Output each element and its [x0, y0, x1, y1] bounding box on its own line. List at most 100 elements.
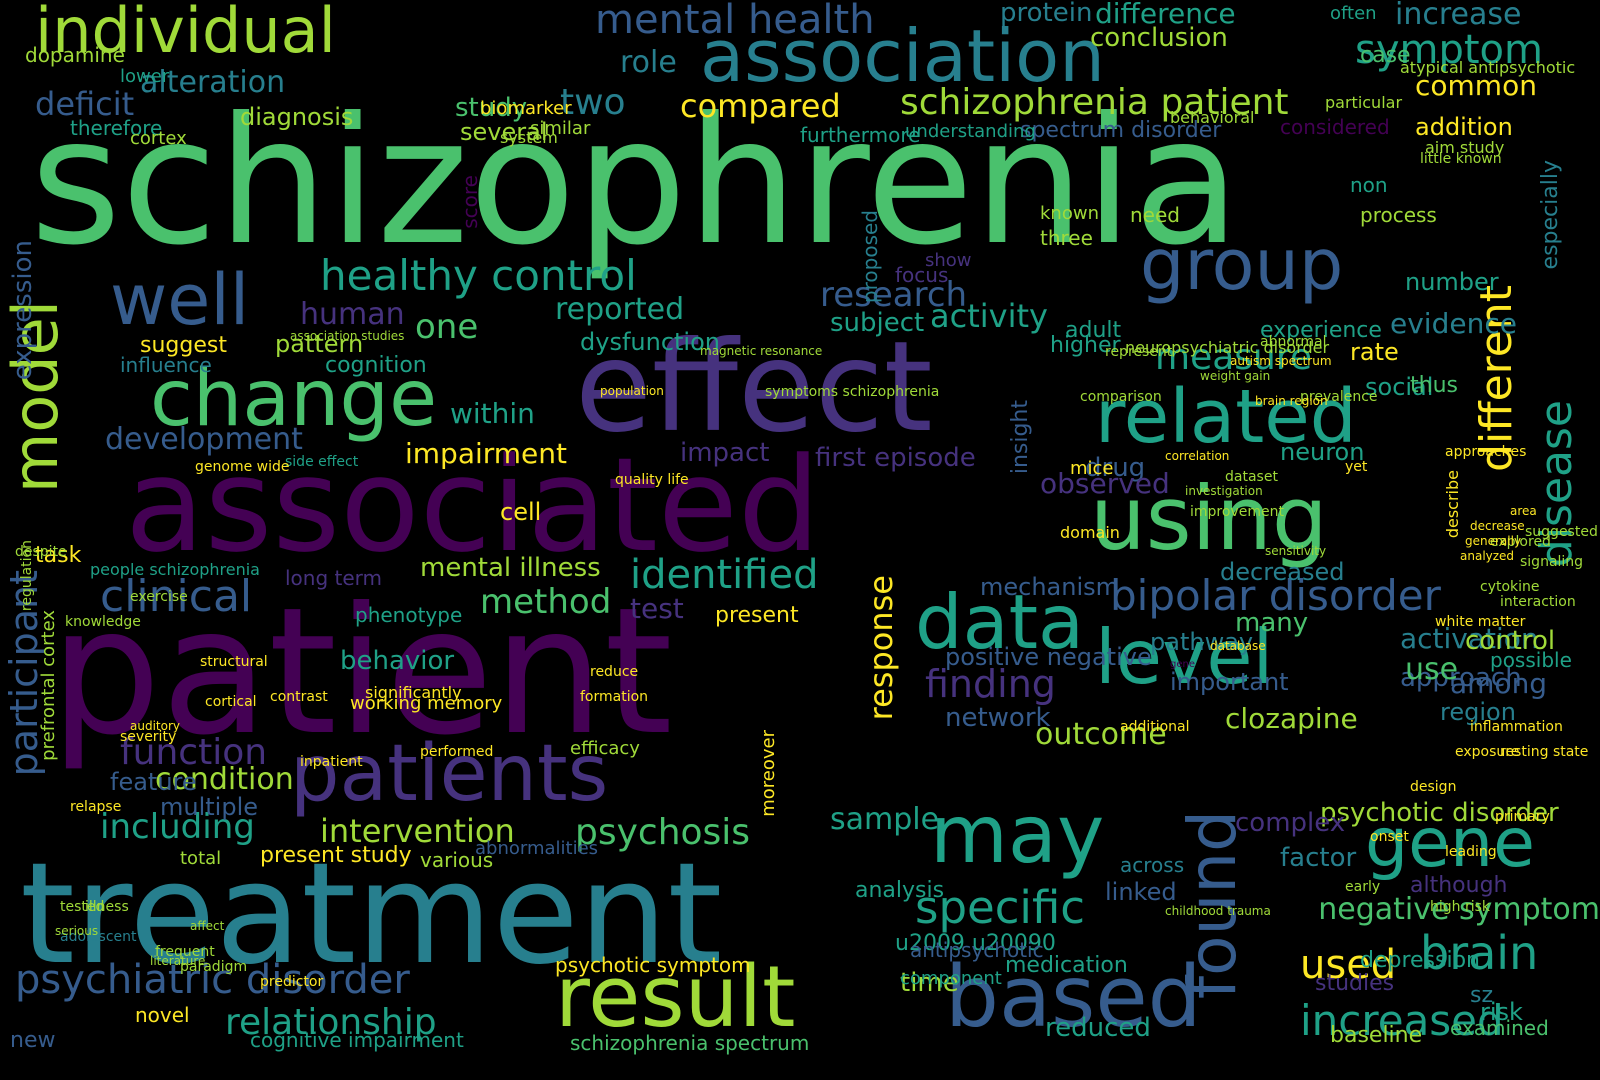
- cloud-word: reduce: [590, 664, 639, 680]
- cloud-word: relationship: [225, 1002, 437, 1043]
- cloud-word: relapse: [70, 799, 122, 815]
- cloud-word: early: [1345, 879, 1381, 895]
- cloud-word: related: [1095, 374, 1357, 460]
- cloud-word: side effect: [285, 454, 359, 470]
- cloud-word: quality life: [615, 472, 689, 488]
- cloud-word: paradigm: [180, 959, 248, 975]
- cloud-word: based: [945, 948, 1202, 1047]
- cloud-word: protein: [1000, 0, 1093, 28]
- cloud-word: biomarker: [480, 98, 572, 119]
- cloud-word: evidence: [1390, 307, 1517, 340]
- cloud-word: bipolar disorder: [1110, 571, 1441, 620]
- cloud-word: diagnosis: [240, 103, 354, 131]
- cloud-word: lower: [120, 66, 170, 87]
- cloud-word: change: [150, 354, 438, 444]
- cloud-word: impairment: [405, 437, 568, 470]
- cloud-word: additional: [1120, 719, 1190, 735]
- cloud-word: alteration: [140, 65, 286, 100]
- cloud-word: sample: [830, 802, 940, 837]
- cloud-word: cytokine: [1480, 579, 1540, 595]
- cloud-word: treatment: [20, 833, 723, 996]
- cloud-word: dopamine: [25, 43, 125, 67]
- cloud-word: severity: [120, 729, 177, 745]
- cloud-word: primary: [1495, 809, 1550, 825]
- cloud-word: difference: [1095, 0, 1236, 30]
- cloud-word: dysfunction: [580, 328, 720, 356]
- cloud-word: important: [1170, 668, 1289, 696]
- cloud-word: gene: [1170, 659, 1195, 670]
- cloud-word: function: [120, 732, 268, 773]
- cloud-word: specific: [915, 881, 1086, 934]
- cloud-word: clinical: [100, 571, 253, 622]
- cloud-word: development: [105, 422, 303, 457]
- cloud-word: working memory: [350, 693, 503, 714]
- cloud-word: intervention: [320, 812, 515, 850]
- cloud-word: prevalence: [1300, 389, 1378, 405]
- cloud-word: show: [925, 250, 972, 271]
- cloud-word: literature: [150, 954, 206, 968]
- cloud-word: tested: [60, 899, 105, 915]
- cloud-word: method: [480, 582, 612, 622]
- cloud-word: schizophrenia spectrum: [570, 1031, 810, 1055]
- cloud-word: gene: [1365, 804, 1535, 883]
- cloud-word: spectrum disorder: [1020, 118, 1222, 143]
- cloud-word: white matter: [1435, 614, 1526, 630]
- cloud-word: studies: [1315, 971, 1395, 996]
- cloud-word: clozapine: [1225, 702, 1358, 735]
- cloud-word: people schizophrenia: [90, 560, 260, 579]
- cloud-word: focus: [895, 263, 949, 287]
- cloud-word: one: [415, 307, 479, 347]
- cloud-word: sensitivity: [1265, 544, 1327, 558]
- cloud-word: illness: [85, 899, 129, 915]
- cloud-word: task: [35, 543, 82, 568]
- cloud-word: adolescent: [60, 929, 137, 945]
- cloud-word: exposure: [1455, 744, 1520, 760]
- cloud-word: score: [458, 175, 482, 229]
- cloud-word: brain region: [1255, 394, 1328, 408]
- cloud-word: compared: [680, 87, 841, 125]
- cloud-word: cortical: [205, 694, 257, 710]
- cloud-word: mental health: [595, 0, 875, 43]
- cloud-word: prefrontal cortex: [38, 610, 59, 761]
- cloud-word: including: [100, 807, 255, 847]
- cloud-word: association: [700, 14, 1105, 98]
- cloud-word: significantly: [365, 683, 462, 702]
- cloud-word: need: [1130, 203, 1180, 227]
- cloud-word: especially: [1538, 160, 1563, 270]
- cloud-word: proposed: [858, 210, 882, 304]
- cloud-word: patient: [50, 571, 673, 774]
- cloud-word: experience: [1260, 318, 1382, 343]
- cloud-word: increase: [1395, 0, 1522, 32]
- cloud-word: role: [620, 45, 677, 80]
- cloud-word: area: [1510, 504, 1537, 518]
- cloud-word: identified: [630, 552, 819, 598]
- cloud-word: population: [600, 384, 664, 398]
- cloud-word: pattern: [275, 330, 364, 358]
- cloud-word: long term: [285, 566, 383, 590]
- cloud-word: many: [1235, 608, 1309, 638]
- cloud-word: mental illness: [420, 553, 601, 583]
- cloud-word: depression: [1360, 948, 1481, 973]
- cloud-word: little known: [1420, 151, 1502, 167]
- cloud-word: research: [820, 275, 968, 315]
- cloud-word: various: [420, 848, 494, 872]
- cloud-word: component: [900, 968, 1002, 989]
- cloud-word: inpatient: [300, 754, 363, 770]
- cloud-word: genome wide: [195, 459, 290, 475]
- cloud-word: yet: [1345, 459, 1368, 475]
- cloud-word: present study: [260, 843, 412, 868]
- cloud-word: onset: [1370, 829, 1409, 845]
- cloud-word: result: [555, 948, 796, 1047]
- cloud-word: test: [630, 592, 684, 625]
- cloud-word: cognition: [325, 353, 427, 378]
- cloud-word: schizophrenia patient: [900, 82, 1289, 123]
- cloud-word: efficacy: [570, 738, 640, 759]
- cloud-word: understanding: [905, 121, 1036, 142]
- cloud-word: aim study: [1425, 138, 1505, 157]
- cloud-word: resting state: [1500, 744, 1589, 760]
- cloud-word: rate: [1350, 338, 1399, 366]
- cloud-word: among: [1450, 667, 1548, 700]
- cloud-word: deficit: [35, 85, 135, 123]
- cloud-word: similar: [530, 118, 591, 139]
- cloud-word: linked: [1105, 878, 1177, 906]
